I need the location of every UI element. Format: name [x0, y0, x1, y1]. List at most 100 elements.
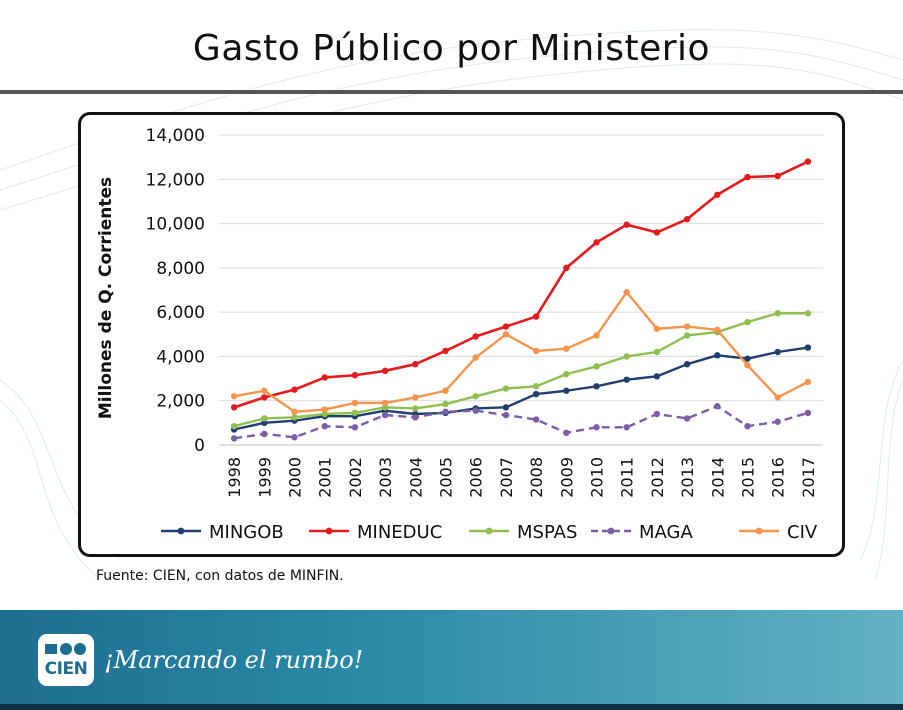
data-point-civ [532, 347, 540, 355]
series-line-maga [233, 405, 809, 440]
logo-mark-icon [45, 643, 86, 655]
legend-label: MSPAS [517, 522, 577, 543]
data-point-mspas [653, 348, 661, 356]
legend-marker [325, 527, 333, 535]
data-point-mingob [502, 404, 510, 411]
data-point-civ [472, 354, 479, 361]
grid-layer [219, 134, 823, 446]
data-point-maga [261, 430, 268, 438]
data-point-mineduc [291, 386, 298, 393]
legend-label: MINGOB [209, 522, 284, 543]
y-tick-label: 10,000 [146, 215, 205, 235]
series-line-mineduc [233, 160, 809, 409]
data-point-mineduc [472, 333, 479, 340]
data-point-mingob [744, 355, 751, 362]
data-point-mingob [593, 383, 600, 390]
data-point-mineduc [321, 374, 328, 381]
data-point-civ [230, 393, 238, 400]
legend-item-mspas: MSPAS [469, 522, 577, 543]
line-chart: 0 2,000 4,000 6,000 8,000 10,000 12,000 14,000 1… [96, 126, 823, 543]
data-point-maga [714, 403, 721, 410]
legend-item-civ: CIV [739, 522, 818, 543]
data-point-maga [230, 435, 238, 442]
series-line-mingob [233, 346, 809, 431]
series-layer [230, 158, 812, 442]
x-tick-label: 2006 [467, 457, 486, 498]
data-point-mspas [291, 414, 298, 421]
y-tick-label: 4,000 [156, 347, 205, 367]
legend-item-mingob: MINGOB [161, 522, 284, 543]
data-point-mineduc [351, 372, 359, 379]
data-point-mineduc [442, 347, 449, 355]
x-tick-label: 2015 [739, 457, 758, 498]
legend: MINGOB MINEDUC MSPAS MAGA CIV [161, 522, 818, 543]
x-tick-label: 2012 [648, 457, 667, 498]
legend-item-maga: MAGA [591, 522, 693, 543]
legend-label: MINEDUC [357, 522, 442, 543]
y-tick-label: 6,000 [156, 303, 205, 323]
data-point-civ [261, 387, 268, 394]
data-point-mingob [714, 352, 721, 359]
data-point-mingob [683, 360, 691, 368]
footer-stripe [0, 704, 903, 710]
data-point-civ [774, 394, 781, 401]
data-point-maga [321, 422, 328, 430]
data-point-mspas [593, 363, 600, 370]
data-point-mspas [381, 404, 389, 411]
data-point-maga [804, 409, 812, 417]
legend-marker [177, 527, 185, 535]
data-point-mineduc [804, 158, 812, 165]
x-tick-label: 2002 [346, 457, 365, 498]
y-axis-title: Millones de Q. Corrientes [96, 177, 116, 419]
data-point-civ [623, 289, 630, 296]
data-point-civ [381, 399, 389, 407]
y-tick-label: 14,000 [146, 126, 205, 146]
y-tick-label: 0 [194, 436, 205, 456]
data-point-civ [291, 408, 298, 415]
data-point-civ [563, 345, 570, 352]
data-point-mineduc [774, 172, 781, 180]
data-point-civ [714, 326, 721, 334]
data-point-mineduc [412, 360, 419, 368]
footer-band [0, 610, 903, 710]
data-point-maga [744, 422, 751, 430]
x-tick-label: 2016 [769, 457, 788, 498]
data-point-maga [472, 407, 479, 414]
data-point-mspas [412, 405, 419, 412]
x-tick-label: 2004 [406, 457, 425, 498]
data-point-mineduc [744, 173, 751, 181]
y-tick-label: 12,000 [146, 170, 205, 190]
data-point-civ [683, 323, 691, 330]
data-point-mspas [442, 400, 449, 408]
data-point-maga [623, 424, 630, 431]
data-point-mingob [804, 344, 812, 351]
axis-layer: 0 2,000 4,000 6,000 8,000 10,000 12,000 14,000 1… [96, 126, 823, 498]
data-point-mineduc [623, 221, 630, 228]
data-point-maga [653, 410, 661, 418]
data-point-maga [291, 434, 298, 441]
data-point-mspas [502, 385, 510, 392]
data-point-mineduc [261, 394, 268, 401]
x-tick-label: 1999 [255, 457, 274, 498]
data-point-civ [412, 394, 419, 401]
data-point-civ [804, 378, 812, 386]
legend-label: CIV [787, 522, 818, 543]
legend-marker [755, 527, 763, 535]
data-point-mineduc [502, 323, 510, 330]
data-point-mspas [744, 318, 751, 326]
title-divider [0, 90, 903, 94]
data-point-mspas [563, 370, 570, 378]
x-tick-label: 2003 [376, 457, 395, 498]
legend-label: MAGA [639, 522, 693, 543]
data-point-mineduc [714, 191, 721, 198]
data-point-mineduc [593, 239, 600, 246]
data-point-mspas [351, 409, 359, 417]
source-note: Fuente: CIEN, con datos de MINFIN. [96, 568, 344, 584]
data-point-mingob [653, 373, 661, 380]
x-tick-label: 2017 [799, 457, 818, 498]
x-tick-label: 1998 [225, 457, 244, 498]
data-point-mspas [532, 383, 540, 390]
data-point-mineduc [683, 215, 691, 223]
data-point-civ [442, 387, 449, 394]
data-point-mineduc [381, 367, 389, 375]
